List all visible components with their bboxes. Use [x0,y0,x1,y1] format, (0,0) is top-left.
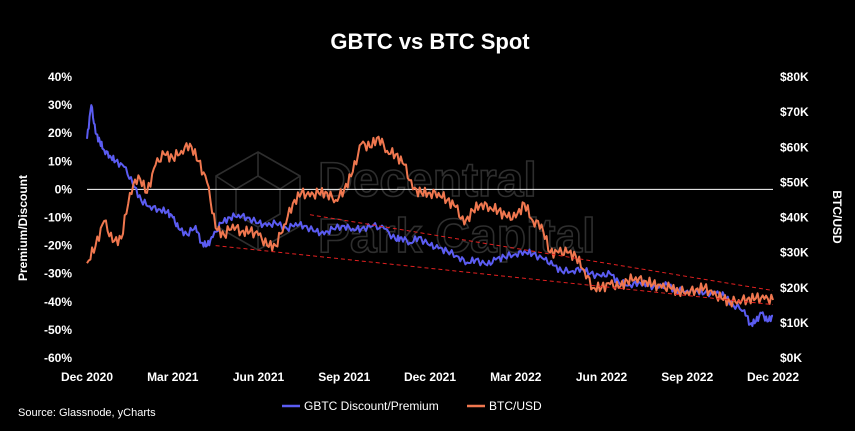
y-left-tick-label: 40% [48,70,72,84]
x-tick-label: Jun 2021 [233,370,285,384]
y-left-tick-label: -20% [44,239,72,253]
trendline-1 [215,245,774,306]
x-tick-label: Sep 2022 [661,370,713,384]
x-tick-label: Dec 2020 [61,370,113,384]
legend: GBTC Discount/Premium BTC/USD [282,399,542,413]
y-axis-right-title: BTC/USD [830,190,844,244]
x-tick-label: Dec 2021 [404,370,456,384]
y-right-tick-label: $0K [780,351,802,365]
x-tick-label: Mar 2021 [147,370,199,384]
y-left-tick-label: 30% [48,98,72,112]
series-line-btc [86,135,774,308]
trendline-2 [309,214,774,292]
x-axis: Dec 2020 Mar 2021 Jun 2021 Sep 2021 Dec 2021… [61,370,799,384]
y-right-tick-label: $10K [780,316,809,330]
x-tick-label: Dec 2022 [747,370,799,384]
x-tick-label: Mar 2022 [490,370,542,384]
y-left-tick-label: -40% [44,295,72,309]
chart-title: GBTC vs BTC Spot [330,29,530,54]
y-left-tick-label: 0% [55,182,73,196]
y-right-tick-label: $50K [780,175,809,189]
x-tick-label: Jun 2022 [576,370,628,384]
source-note: Source: Glassnode, yCharts [18,407,156,419]
series-layer [86,104,774,328]
legend-label-gbtc: GBTC Discount/Premium [304,399,439,413]
y-left-tick-label: -50% [44,323,72,337]
y-left-tick-label: 20% [48,126,72,140]
watermark-line-2: Park Capital [318,210,595,263]
y-right-tick-label: $70K [780,105,809,119]
trendline-layer [215,214,774,306]
y-left-tick-label: -30% [44,267,72,281]
y-left-tick-label: -60% [44,351,72,365]
y-left-tick-label: 10% [48,154,72,168]
y-right-tick-label: $40K [780,211,809,225]
y-right-tick-label: $30K [780,246,809,260]
y-axis-left-title: Premium/Discount [16,175,30,281]
y-right-tick-label: $20K [780,281,809,295]
legend-label-btc: BTC/USD [489,399,542,413]
watermark-line-1: Decentral [318,154,537,207]
y-right-tick-label: $60K [780,140,809,154]
y-axis-left: 40% 30% 20% 10% 0% -10% -20% -30% -40% -50% -60% [44,70,72,365]
y-right-tick-label: $80K [780,70,809,84]
y-left-tick-label: -10% [44,211,72,225]
x-tick-label: Sep 2021 [318,370,370,384]
y-axis-right: $80K $70K $60K $50K $40K $30K $20K $10K $0K [780,70,809,365]
